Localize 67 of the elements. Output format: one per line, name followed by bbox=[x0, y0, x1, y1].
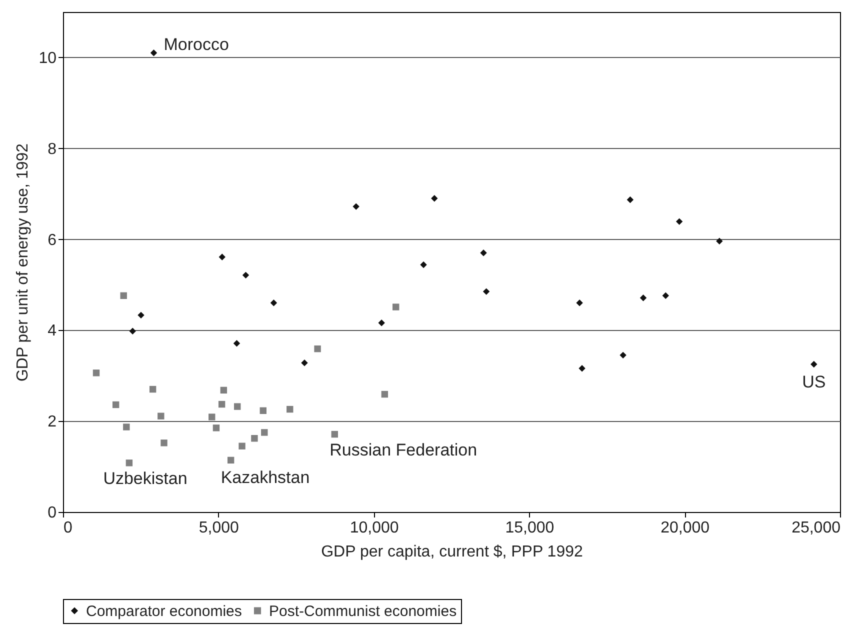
point bbox=[150, 50, 158, 56]
point bbox=[220, 386, 228, 394]
annotation: Russian Federation bbox=[330, 440, 478, 460]
point bbox=[126, 460, 133, 466]
point bbox=[640, 294, 647, 302]
y-tick-label: 2 bbox=[48, 414, 57, 431]
point bbox=[576, 300, 583, 306]
point bbox=[578, 365, 586, 372]
point bbox=[270, 300, 278, 306]
point bbox=[381, 390, 388, 398]
point bbox=[212, 424, 220, 432]
point bbox=[261, 429, 268, 436]
point bbox=[331, 430, 338, 438]
point bbox=[234, 403, 241, 410]
point bbox=[716, 238, 723, 244]
annotation: Morocco bbox=[164, 34, 229, 54]
point bbox=[233, 340, 240, 347]
point bbox=[160, 440, 168, 446]
y-tick-label: 0 bbox=[48, 504, 57, 522]
annotation: Uzbekistan bbox=[103, 468, 188, 488]
point bbox=[482, 288, 490, 295]
point bbox=[260, 407, 267, 414]
point bbox=[227, 456, 234, 464]
annotation: US bbox=[802, 372, 826, 392]
point bbox=[620, 352, 626, 359]
point bbox=[662, 292, 669, 299]
point bbox=[123, 424, 130, 430]
point bbox=[120, 292, 127, 299]
point bbox=[251, 435, 258, 442]
x-tick-label: 10,000 bbox=[350, 520, 399, 536]
x-axis-title: GDP per capita, current $, PPP 1992 bbox=[321, 544, 583, 560]
x-tick-label: 25,000 bbox=[792, 520, 841, 536]
x-tick-label: 5,000 bbox=[198, 520, 240, 536]
y-tick-label: 6 bbox=[48, 232, 57, 249]
point bbox=[242, 272, 250, 279]
x-tick-label: 20,000 bbox=[660, 520, 710, 536]
x-tick-label: 0 bbox=[64, 520, 72, 536]
point bbox=[352, 203, 360, 210]
point bbox=[218, 400, 226, 408]
point bbox=[810, 360, 818, 368]
y-axis-title: GDP per unit of energy use, 1992 bbox=[14, 143, 32, 382]
point bbox=[378, 320, 385, 326]
point bbox=[158, 412, 164, 420]
legend-label: Post-Communist economies bbox=[269, 602, 457, 620]
point bbox=[676, 218, 683, 225]
point bbox=[431, 195, 438, 202]
point bbox=[138, 312, 144, 319]
point bbox=[314, 345, 321, 352]
point bbox=[301, 360, 308, 366]
point bbox=[626, 196, 634, 204]
y-tick-label: 10 bbox=[38, 50, 57, 67]
point bbox=[480, 250, 487, 256]
annotation: Kazakhstan bbox=[220, 468, 310, 488]
point bbox=[420, 261, 427, 268]
point bbox=[286, 406, 294, 413]
point bbox=[218, 254, 226, 260]
point bbox=[129, 328, 136, 334]
point bbox=[92, 370, 100, 376]
point bbox=[208, 414, 216, 420]
y-tick-label: 4 bbox=[48, 322, 57, 340]
point bbox=[112, 401, 120, 408]
point bbox=[149, 386, 156, 393]
x-tick-label: 15,000 bbox=[505, 520, 554, 536]
y-tick-label: 8 bbox=[48, 140, 57, 158]
point bbox=[238, 442, 246, 450]
legend-label: Comparator economies bbox=[86, 602, 242, 620]
point bbox=[392, 304, 400, 310]
